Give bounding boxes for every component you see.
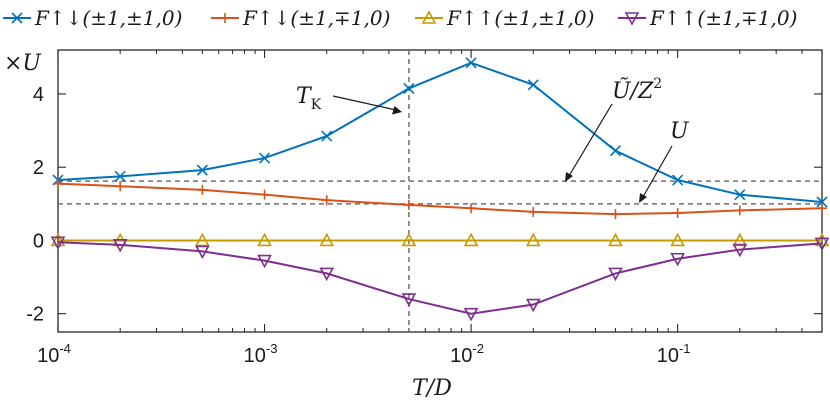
data-point bbox=[401, 293, 417, 307]
y-tick-label: 2 bbox=[33, 157, 44, 179]
y-unit-label: ×U bbox=[4, 51, 42, 76]
series-line bbox=[57, 61, 823, 203]
annotation-arrow-u-tilde bbox=[568, 103, 613, 177]
data-point bbox=[734, 205, 745, 216]
annotation-tk: TK bbox=[296, 84, 322, 113]
legend: F↑↓(±1,±1,0) F↑↓(±1,∓1,0) F↑↑(±1,±1,0) F↑↑(… bbox=[3, 6, 797, 30]
data-point bbox=[609, 145, 622, 157]
data-point bbox=[195, 245, 210, 260]
x-tick-label: 10-1 bbox=[657, 341, 691, 367]
x-axis-label: T/D bbox=[412, 376, 452, 401]
data-point bbox=[463, 307, 479, 322]
x-tick-label: 10-2 bbox=[450, 341, 484, 367]
data-point bbox=[817, 203, 827, 214]
data-point bbox=[528, 206, 539, 217]
x-tick-label: 10-3 bbox=[244, 341, 278, 367]
legend-label: F↑↓(±1,∓1,0) bbox=[242, 6, 390, 30]
data-point bbox=[525, 232, 541, 247]
data-point bbox=[115, 181, 126, 192]
data-point bbox=[319, 232, 335, 247]
legend-item: F↑↑(±1,∓1,0) bbox=[618, 6, 797, 30]
reference-lines bbox=[58, 50, 822, 332]
annotation-arrowhead-u bbox=[639, 193, 647, 203]
annotations: TK Ũ/Z2 U bbox=[296, 76, 690, 203]
data-point bbox=[608, 267, 623, 282]
data-point bbox=[257, 254, 272, 269]
annotation-arrow-u bbox=[642, 145, 673, 198]
annotation-arrowhead-u-tilde bbox=[565, 172, 573, 182]
data-point bbox=[670, 252, 685, 267]
data-point bbox=[610, 209, 621, 220]
data-point bbox=[258, 152, 271, 164]
data-point bbox=[814, 232, 830, 247]
data-point bbox=[257, 232, 272, 247]
series-1 bbox=[52, 57, 828, 208]
data-point bbox=[321, 130, 333, 142]
data-point bbox=[608, 232, 623, 247]
legend-marker bbox=[11, 12, 23, 24]
legend-marker bbox=[624, 12, 640, 26]
data-point bbox=[50, 232, 66, 247]
data-point bbox=[197, 184, 208, 195]
annotation-arrow-tk bbox=[332, 95, 397, 111]
series-line bbox=[57, 241, 823, 315]
data-point bbox=[403, 199, 414, 210]
series-line bbox=[57, 182, 823, 216]
y-tick-label: -2 bbox=[26, 304, 44, 326]
legend-item: F↑↓(±1,±1,0) bbox=[3, 6, 182, 30]
x-tick-label: 10-4 bbox=[37, 341, 71, 367]
data-point bbox=[527, 79, 539, 91]
data-point bbox=[816, 196, 828, 208]
data-point bbox=[401, 232, 417, 247]
series-2 bbox=[53, 178, 827, 220]
data-point bbox=[114, 170, 126, 182]
annotation-u: U bbox=[670, 119, 690, 144]
data-point bbox=[50, 236, 66, 250]
legend-item: F↑↑(±1,±1,0) bbox=[415, 6, 594, 30]
legend-marker bbox=[220, 13, 230, 23]
annotation-arrowhead-tk bbox=[392, 106, 402, 115]
data-point bbox=[321, 195, 332, 206]
data-point bbox=[195, 232, 210, 247]
series-4 bbox=[50, 236, 830, 322]
data-point bbox=[525, 298, 541, 313]
legend-label: F↑↑(±1,±1,0) bbox=[446, 6, 594, 30]
data-point bbox=[465, 57, 477, 69]
data-point bbox=[672, 174, 684, 186]
data-point bbox=[814, 237, 830, 252]
legend-label: F↑↑(±1,∓1,0) bbox=[649, 6, 797, 30]
data-point bbox=[259, 189, 270, 200]
data-point bbox=[196, 164, 208, 176]
data-point bbox=[466, 203, 477, 214]
data-point bbox=[732, 243, 748, 258]
data-point bbox=[732, 232, 748, 247]
data-point bbox=[403, 82, 415, 95]
legend-label: F↑↓(±1,±1,0) bbox=[34, 6, 182, 30]
y-tick-label: 0 bbox=[33, 230, 44, 252]
y-tick-label: 4 bbox=[33, 84, 44, 106]
series-3 bbox=[50, 232, 830, 247]
legend-marker bbox=[421, 10, 437, 24]
data-point bbox=[672, 207, 683, 218]
data-point bbox=[734, 189, 746, 201]
plot-frame bbox=[57, 49, 823, 333]
data-point bbox=[670, 232, 685, 247]
data-point bbox=[319, 267, 335, 282]
legend-item: F↑↓(±1,∓1,0) bbox=[211, 6, 390, 30]
series-layer bbox=[50, 57, 830, 322]
axis-ticks: 10-4 10-3 10-2 10-1 -2 0 2 4 bbox=[26, 50, 823, 367]
data-point bbox=[53, 178, 63, 189]
data-point bbox=[463, 232, 479, 247]
annotation-u-tilde: Ũ/Z2 bbox=[612, 76, 662, 104]
data-point bbox=[112, 239, 128, 253]
